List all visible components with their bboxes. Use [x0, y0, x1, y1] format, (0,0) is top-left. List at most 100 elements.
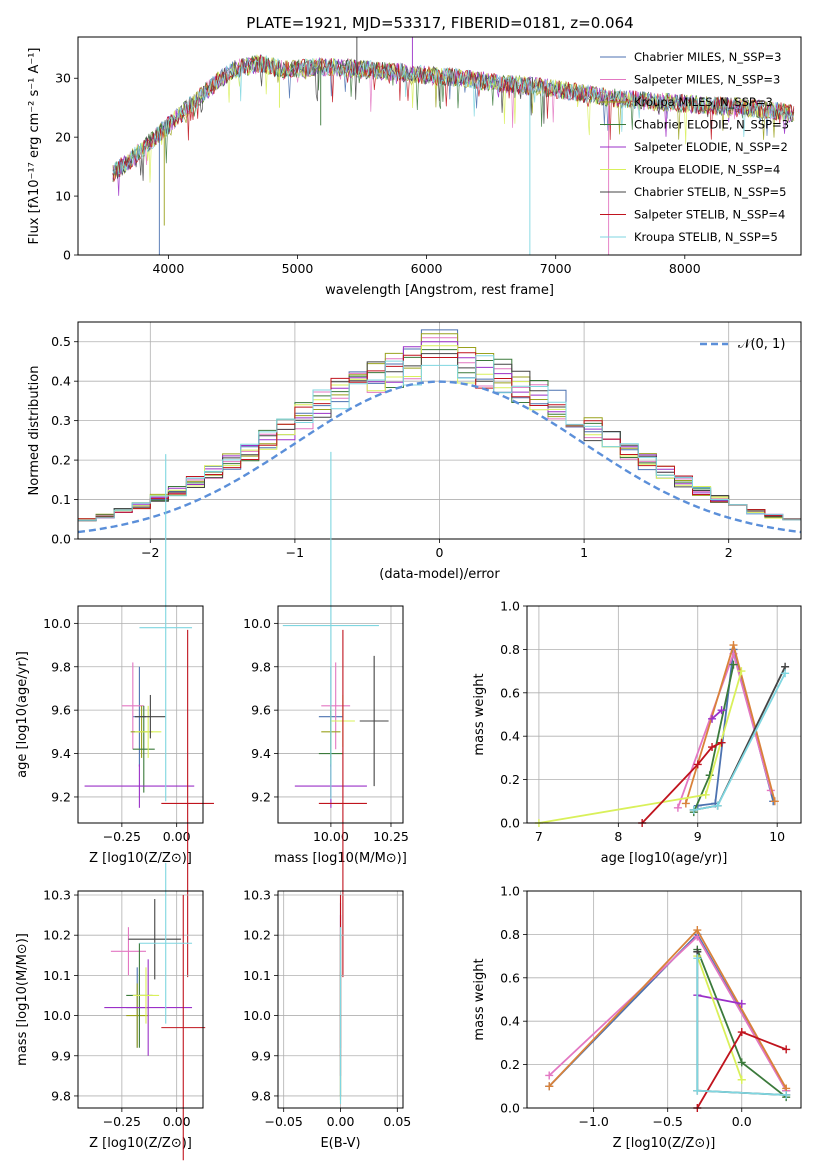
weight_vs_Z-marker	[693, 954, 702, 963]
residual-hist-9	[78, 355, 801, 521]
weight_vs_age-ytick-label: 0.8	[500, 642, 520, 657]
weight_vs_age-ytick-label: 0.4	[500, 729, 520, 744]
mass_vs_ebv-ytick-label: 10.1	[243, 968, 271, 983]
age_vs_mass-xtick-label: 10.25	[373, 829, 409, 844]
spectrum-ylabel: Flux [fλ10⁻¹⁷ erg cm⁻² s⁻¹ A⁻¹]	[27, 48, 42, 245]
weight_vs_age-ytick-label: 0.2	[500, 772, 520, 787]
spectrum-xtick-label: 7000	[540, 261, 572, 276]
age_vs_Z-ytick-label: 9.6	[51, 703, 71, 718]
mass_vs_ebv-xtick-label: 0.00	[327, 1114, 355, 1129]
age_vs_Z-crosses	[84, 454, 214, 978]
weight_vs_age-marker	[708, 714, 717, 723]
age_vs_mass-ytick-label: 9.2	[251, 789, 271, 804]
weight_vs_age-marker	[770, 797, 779, 806]
weight_vs_age-marker	[693, 760, 702, 769]
weight_vs_Z-lines	[545, 926, 791, 1112]
residuals-ytick-label: 0.5	[51, 334, 71, 349]
mass_vs_Z-ytick-label: 10.2	[43, 928, 71, 943]
weight_vs_age-marker	[708, 743, 717, 752]
age_vs_mass-xtick-label: 10.00	[313, 829, 349, 844]
age_vs_Z-xtick-label: −0.25	[103, 829, 141, 844]
weight_vs_Z-xlabel: Z [log10(Z/Z⊙)]	[613, 1136, 716, 1151]
weight_vs_age-marker	[729, 660, 738, 669]
weight_vs_age-marker	[717, 738, 726, 747]
weight_vs_age-series-4	[692, 664, 735, 813]
weight_vs_Z-ylabel: mass weight	[472, 958, 487, 1040]
weight_vs_Z-ytick-label: 0.0	[500, 1101, 520, 1116]
legend-label-7: Chabrier STELIB, N_SSP=5	[634, 185, 786, 199]
weight_vs_Z-marker	[782, 1045, 791, 1054]
age_vs_mass-crosses	[282, 451, 389, 978]
mass_vs_Z-xlabel: Z [log10(Z/Z⊙)]	[89, 1136, 192, 1151]
residuals-xtick-label: 1	[580, 545, 588, 560]
weight_vs_Z-xtick-label: −0.5	[653, 1114, 683, 1129]
spectrum-lines	[112, 37, 795, 255]
weight_vs_age-lines	[534, 641, 790, 827]
weight_vs_age-ylabel: mass weight	[472, 673, 487, 755]
figure-title: PLATE=1921, MJD=53317, FIBERID=0181, z=0…	[246, 14, 633, 32]
age_vs_mass-ytick-label: 10.0	[243, 616, 271, 631]
weight_vs_Z-marker	[782, 1090, 791, 1099]
age_vs_Z-ytick-label: 10.0	[43, 616, 71, 631]
mass_vs_Z-ylabel: mass [log10(M/M⊙)]	[15, 933, 30, 1066]
age_vs_Z-xlabel: Z [log10(Z/Z⊙)]	[89, 851, 192, 866]
mass_vs_ebv-ytick-label: 9.9	[251, 1048, 271, 1063]
spectrum-series-9	[112, 54, 794, 175]
weight_vs_Z-xtick-label: 0.0	[732, 1114, 752, 1129]
mass_vs_Z-ytick-label: 10.3	[43, 888, 71, 903]
residuals-ylabel: Normed distribution	[27, 366, 42, 496]
weight_vs_Z-ytick-label: 0.6	[500, 970, 520, 985]
legend-label-1: Chabrier MILES, N_SSP=3	[634, 50, 781, 64]
mass_vs_Z-frame	[77, 890, 204, 1109]
spectrum-ytick-label: 20	[55, 130, 71, 145]
weight_vs_Z-marker	[737, 1075, 746, 1084]
weight_vs_Z-ytick-label: 0.8	[500, 927, 520, 942]
weight_vs_Z-marker	[737, 1058, 746, 1067]
weight_vs_Z-marker	[545, 1071, 554, 1080]
weight_vs_age-marker	[673, 803, 682, 812]
weight_vs_age-xtick-label: 7	[535, 829, 543, 844]
residuals-frame	[77, 321, 802, 540]
age_vs_Z-ytick-label: 9.8	[51, 659, 71, 674]
mass_vs_Z-xtick-label: 0.00	[163, 1114, 191, 1129]
residual-histograms	[77, 329, 802, 534]
weight_vs_age-axes	[523, 605, 801, 827]
mass_vs_Z-crosses	[104, 862, 206, 1161]
age_vs_Z-xtick-label: 0.00	[163, 829, 191, 844]
mass_vs_ebv-xtick-label: 0.05	[383, 1114, 411, 1129]
age_vs_Z-ylabel: age [log10(age/yr)]	[15, 651, 30, 778]
residuals-xtick-label: −1	[286, 545, 304, 560]
weight_vs_age-series-8	[641, 741, 722, 824]
spectrum-xtick-label: 6000	[411, 261, 443, 276]
age_vs_mass-ytick-label: 9.8	[251, 659, 271, 674]
weight_vs_age-marker	[737, 667, 746, 676]
gaussian-legend-label: 𝒩(0, 1)	[738, 337, 785, 352]
weight_vs_age-marker	[681, 799, 690, 808]
weight_vs_age-ytick-label: 0.6	[500, 685, 520, 700]
legend-label-3: Kroupa MILES, N_SSP=3	[634, 95, 773, 109]
residuals-ytick-label: 0.3	[51, 413, 71, 428]
weight_vs_Z-marker	[693, 926, 702, 935]
weight_vs_Z-ytick-label: 0.4	[500, 1014, 520, 1029]
weight_vs_Z-marker	[693, 1086, 702, 1095]
weight_vs_age-ytick-label: 0.0	[500, 816, 520, 831]
weight_vs_age-frame	[526, 605, 802, 824]
age_vs_mass-frame	[277, 605, 404, 824]
mass_vs_Z-xtick-label: −0.25	[103, 1114, 141, 1129]
spectrum-legend: Chabrier MILES, N_SSP=3 Salpeter MILES, N…	[600, 50, 789, 244]
age_vs_Z-ytick-label: 9.4	[51, 746, 71, 761]
spectrum-ytick-label: 0	[63, 248, 71, 263]
mass_vs_ebv-ytick-label: 10.0	[243, 1008, 271, 1023]
residuals-axes	[74, 322, 801, 543]
spectrum-axes	[74, 77, 686, 259]
spectrum-xtick-label: 8000	[669, 261, 701, 276]
weight_vs_Z-ytick-label: 0.2	[500, 1057, 520, 1072]
weight_vs_age-xtick-label: 9	[694, 829, 702, 844]
weight_vs_age-marker	[689, 805, 698, 814]
age_vs_mass-xlabel: mass [log10(M/M⊙)]	[274, 851, 407, 866]
age_vs_Z-axes	[74, 606, 203, 827]
weight_vs_age-marker	[713, 801, 722, 810]
mass_vs_Z-ytick-label: 10.0	[43, 1008, 71, 1023]
spectrum-xlabel: wavelength [Angstrom, rest frame]	[325, 283, 554, 298]
weight_vs_Z-series-5	[697, 994, 742, 1005]
